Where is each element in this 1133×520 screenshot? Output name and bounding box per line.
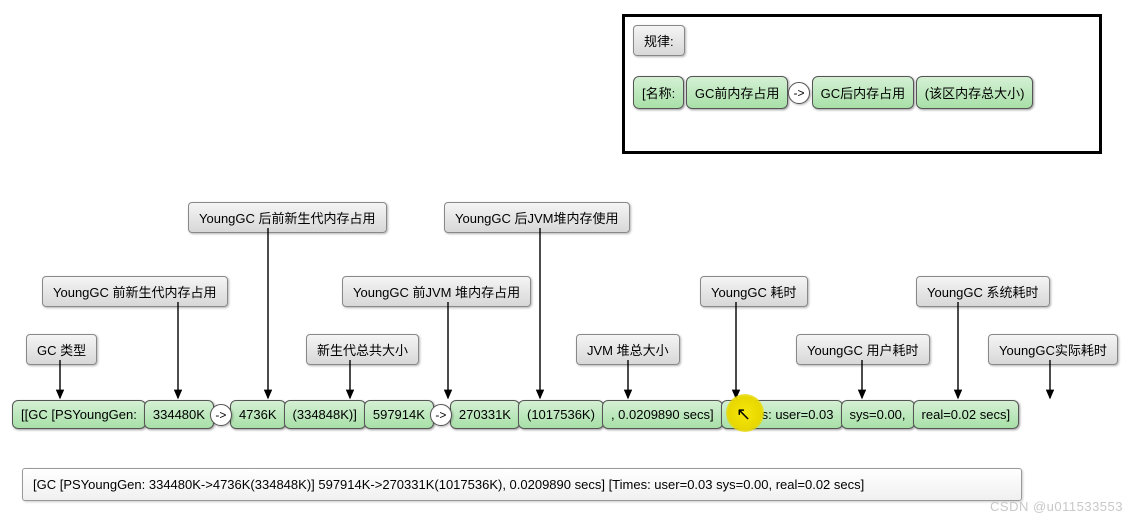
annotation-jvm-before: YoungGC 前JVM 堆内存占用	[342, 276, 531, 307]
watermark: CSDN @u011533553	[990, 499, 1123, 514]
legend-seg-name: [名称:	[633, 76, 684, 109]
annotation-sys-time: YoungGC 系统耗时	[916, 276, 1050, 307]
gc-log-segment: (1017536K)	[518, 400, 604, 429]
gc-log-segment: 4736K	[230, 400, 286, 429]
arrow-separator: ->	[210, 404, 232, 426]
annotation-jvm-total: JVM 堆总大小	[576, 334, 680, 365]
annotation-gc-time: YoungGC 耗时	[700, 276, 808, 307]
gc-log-fulltext: [GC [PSYoungGen: 334480K->4736K(334848K)…	[22, 468, 1022, 501]
gc-log-segmented: [[GC [PSYoungGen:334480K->4736K(334848K)…	[12, 400, 1017, 429]
annotation-young-before: YoungGC 前新生代内存占用	[42, 276, 228, 307]
annotation-young-total: 新生代总共大小	[306, 334, 419, 365]
annotation-real-time: YoungGC实际耗时	[988, 334, 1118, 365]
gc-log-segment: [Times: user=0.03	[721, 400, 843, 429]
legend-pattern-row: [名称: GC前内存占用 -> GC后内存占用 (该区内存总大小)	[633, 76, 1091, 109]
annotation-gc-type: GC 类型	[26, 334, 97, 365]
legend-arrow: ->	[788, 82, 810, 104]
legend-title: 规律:	[633, 25, 685, 56]
gc-log-segment: [[GC [PSYoungGen:	[12, 400, 146, 429]
gc-log-segment: (334848K)]	[284, 400, 366, 429]
gc-log-segment: , 0.0209890 secs]	[602, 400, 723, 429]
annotation-user-time: YoungGC 用户耗时	[796, 334, 930, 365]
legend-seg-total: (该区内存总大小)	[916, 76, 1034, 109]
gc-log-segment: sys=0.00,	[841, 400, 915, 429]
gc-log-segment: 270331K	[450, 400, 520, 429]
gc-log-segment: real=0.02 secs]	[913, 400, 1020, 429]
arrow-separator: ->	[430, 404, 452, 426]
annotation-young-after: YoungGC 后前新生代内存占用	[188, 202, 387, 233]
legend-seg-before: GC前内存占用	[686, 76, 789, 109]
legend-box: 规律: [名称: GC前内存占用 -> GC后内存占用 (该区内存总大小)	[622, 14, 1102, 154]
gc-log-segment: 334480K	[144, 400, 214, 429]
annotation-jvm-after: YoungGC 后JVM堆内存使用	[444, 202, 630, 233]
legend-seg-after: GC后内存占用	[812, 76, 915, 109]
gc-log-segment: 597914K	[364, 400, 434, 429]
